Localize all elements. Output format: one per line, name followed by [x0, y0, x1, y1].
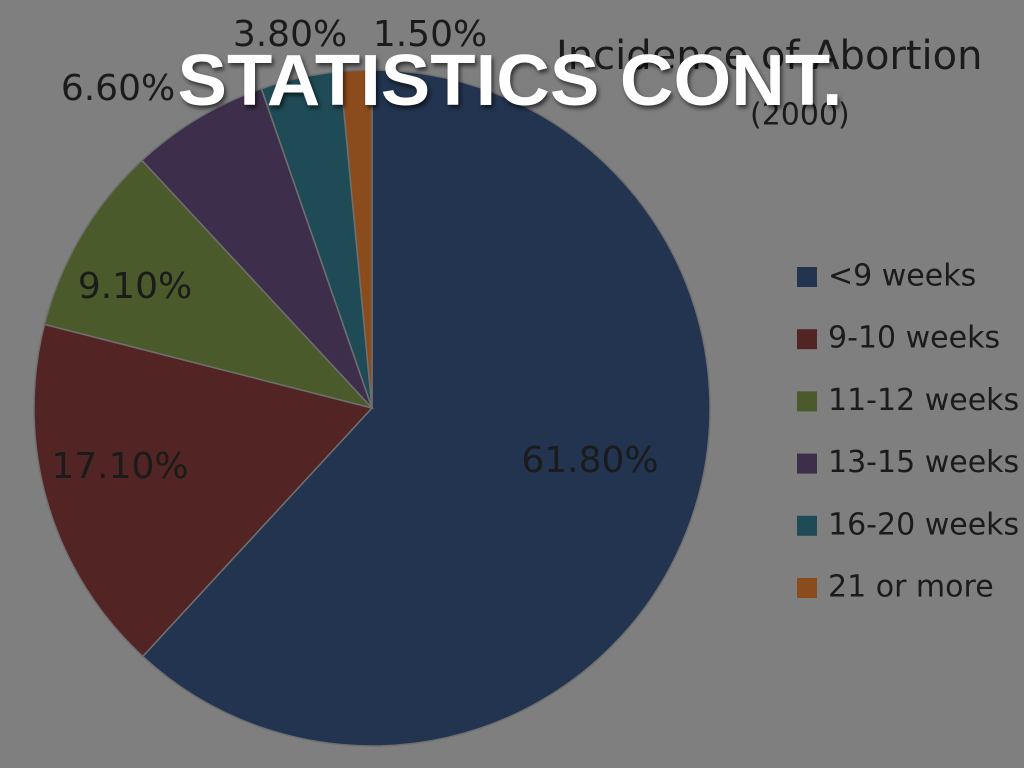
- chart-subtitle: (2000): [750, 98, 850, 133]
- data-label: 3.80%: [233, 14, 347, 55]
- data-label: 61.80%: [521, 440, 658, 481]
- legend-swatch: [797, 329, 817, 350]
- pie-slice: [141, 69, 711, 747]
- pie-slice: [43, 159, 375, 410]
- legend-label: 13-15 weeks: [828, 445, 1019, 480]
- pie-chart: [33, 69, 711, 747]
- pie-slice: [33, 323, 374, 658]
- data-label: 6.60%: [61, 68, 175, 109]
- legend-swatch: [797, 391, 817, 412]
- legend-label: 16-20 weeks: [828, 507, 1019, 542]
- chart-title: Incidence of Abortion: [556, 33, 982, 79]
- slide-title: STATISTICS CONT.: [178, 41, 843, 121]
- data-label: 9.10%: [78, 266, 192, 307]
- legend-label: 9-10 weeks: [828, 321, 1000, 356]
- legend-swatch: [797, 267, 817, 287]
- pie-slice: [339, 69, 373, 409]
- data-label: 1.50%: [373, 14, 487, 55]
- legend: <9 weeks 9-10 weeks 11-12 weeks 13-15 weeks…: [797, 259, 1019, 605]
- legend-swatch: [797, 453, 817, 474]
- pie-slice: [140, 87, 373, 409]
- data-label: 17.10%: [51, 446, 188, 487]
- legend-swatch: [797, 578, 817, 598]
- legend-label: <9 weeks: [828, 259, 976, 294]
- legend-label: 11-12 weeks: [828, 383, 1019, 418]
- legend-swatch: [797, 515, 817, 536]
- legend-label: 21 or more: [828, 570, 994, 605]
